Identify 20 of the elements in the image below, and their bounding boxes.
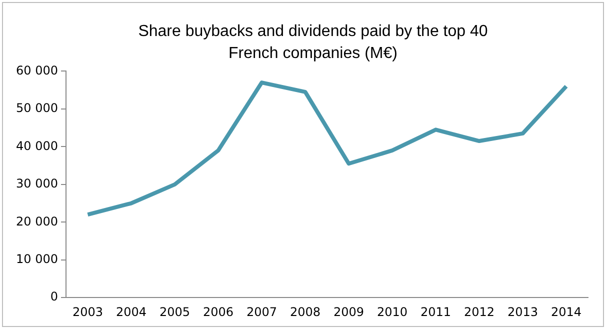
x-tick-label: 2008	[290, 304, 321, 319]
x-tick-label: 2006	[202, 304, 234, 319]
y-tick-label: 20 000	[16, 214, 58, 228]
x-tick-label: 2003	[72, 304, 104, 319]
y-tick-label: 40 000	[16, 138, 58, 153]
x-tick-label: 2010	[376, 304, 408, 319]
y-tick-label: 30 000	[16, 176, 58, 191]
y-tick-label: 60 000	[16, 63, 58, 78]
x-tick-label: 2012	[464, 304, 495, 319]
x-tick-label: 2005	[159, 304, 190, 319]
x-tick-label: 2013	[507, 304, 538, 319]
y-tick-label: 10 000	[16, 252, 58, 266]
y-tick-label: 0	[50, 290, 58, 304]
x-tick-label: 2004	[116, 304, 147, 319]
x-tick-label: 2014	[550, 304, 582, 319]
x-tick-label: 2009	[333, 304, 364, 319]
x-tick-label: 2011	[420, 304, 452, 319]
y-tick-label: 50 000	[16, 101, 58, 116]
chart-title: Share buybacks and dividends paid by the top 40 French companies (M€)	[137, 22, 489, 64]
x-tick-label: 2007	[246, 304, 278, 319]
